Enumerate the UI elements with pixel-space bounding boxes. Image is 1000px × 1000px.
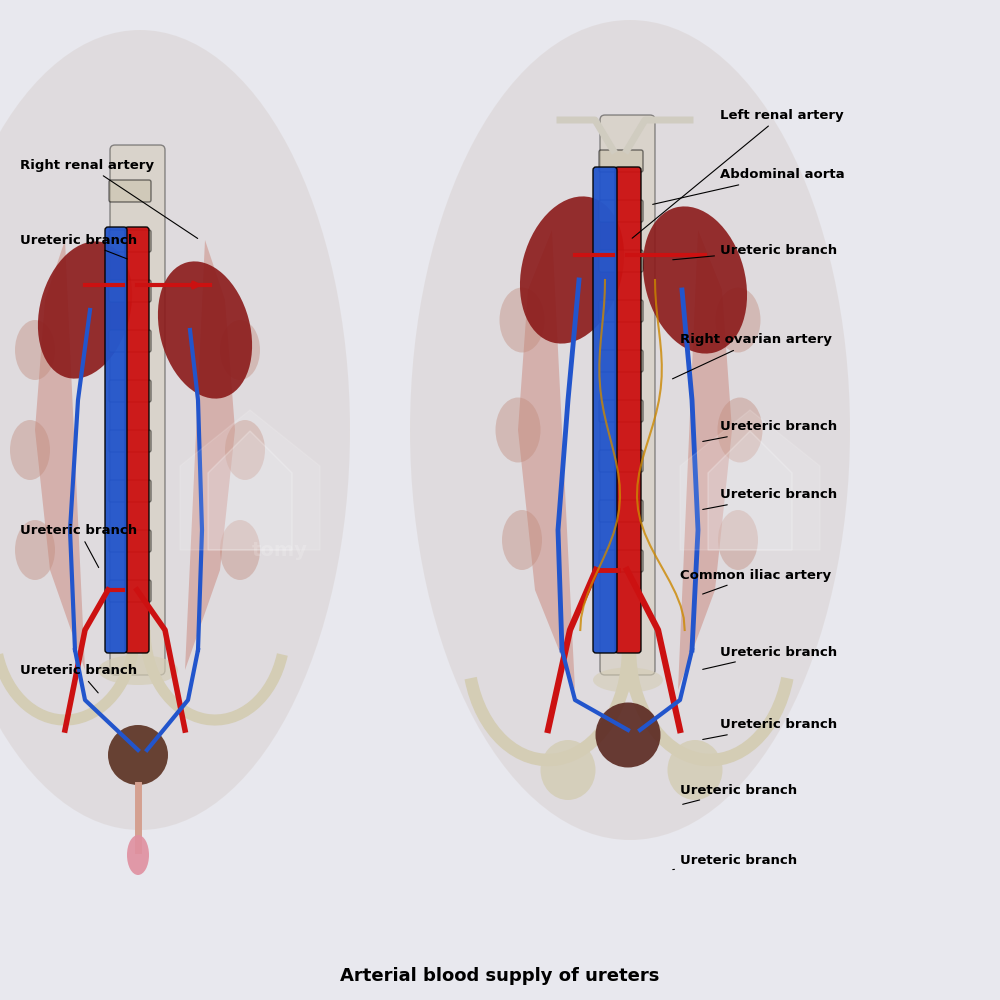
FancyBboxPatch shape	[109, 430, 151, 452]
Text: Ureteric branch: Ureteric branch	[703, 420, 837, 441]
FancyBboxPatch shape	[615, 167, 641, 653]
Ellipse shape	[108, 725, 168, 785]
Ellipse shape	[225, 420, 265, 480]
Text: Ureteric branch: Ureteric branch	[673, 854, 797, 870]
FancyBboxPatch shape	[109, 180, 151, 202]
FancyBboxPatch shape	[109, 280, 151, 302]
FancyBboxPatch shape	[599, 550, 643, 572]
Ellipse shape	[541, 740, 596, 800]
Polygon shape	[185, 240, 235, 670]
Text: Abdominal aorta: Abdominal aorta	[653, 168, 845, 204]
FancyBboxPatch shape	[109, 230, 151, 252]
FancyBboxPatch shape	[109, 530, 151, 552]
Text: Right ovarian artery: Right ovarian artery	[673, 334, 832, 379]
Ellipse shape	[15, 320, 55, 380]
Ellipse shape	[127, 835, 149, 875]
Polygon shape	[678, 230, 732, 690]
Ellipse shape	[38, 241, 132, 379]
FancyBboxPatch shape	[109, 330, 151, 352]
Text: Left renal artery: Left renal artery	[632, 108, 844, 238]
FancyBboxPatch shape	[600, 115, 655, 675]
FancyBboxPatch shape	[110, 145, 165, 675]
Ellipse shape	[502, 510, 542, 570]
Text: Ureteric branch: Ureteric branch	[703, 718, 837, 739]
Ellipse shape	[500, 288, 544, 353]
FancyBboxPatch shape	[105, 227, 127, 653]
Text: Ureteric branch: Ureteric branch	[680, 784, 797, 804]
Text: Ureteric branch: Ureteric branch	[20, 664, 137, 693]
Ellipse shape	[496, 397, 540, 462]
FancyBboxPatch shape	[599, 200, 643, 222]
Polygon shape	[35, 240, 85, 670]
FancyBboxPatch shape	[599, 500, 643, 522]
Ellipse shape	[596, 702, 660, 768]
Ellipse shape	[718, 397, 763, 462]
FancyBboxPatch shape	[599, 300, 643, 322]
Ellipse shape	[716, 288, 761, 353]
Text: Ureteric branch: Ureteric branch	[20, 524, 137, 568]
Ellipse shape	[718, 510, 758, 570]
FancyBboxPatch shape	[593, 167, 617, 653]
Text: Common iliac artery: Common iliac artery	[680, 568, 831, 594]
FancyBboxPatch shape	[599, 250, 643, 272]
Polygon shape	[518, 230, 575, 690]
Text: Ureteric branch: Ureteric branch	[703, 488, 837, 509]
FancyBboxPatch shape	[599, 400, 643, 422]
Polygon shape	[180, 410, 320, 550]
Polygon shape	[208, 431, 292, 550]
FancyBboxPatch shape	[109, 380, 151, 402]
FancyBboxPatch shape	[599, 450, 643, 472]
Ellipse shape	[520, 196, 624, 344]
Ellipse shape	[593, 668, 663, 692]
Polygon shape	[680, 410, 820, 550]
Ellipse shape	[220, 520, 260, 580]
Text: Right renal artery: Right renal artery	[20, 158, 198, 238]
Ellipse shape	[410, 20, 850, 840]
Text: Ureteric branch: Ureteric branch	[703, 646, 837, 669]
Ellipse shape	[668, 740, 723, 800]
Text: Ureteric branch: Ureteric branch	[673, 243, 837, 260]
Ellipse shape	[0, 30, 350, 830]
Text: Arterial blood supply of ureters: Arterial blood supply of ureters	[340, 967, 660, 985]
Ellipse shape	[643, 206, 747, 354]
Ellipse shape	[98, 655, 178, 685]
FancyBboxPatch shape	[125, 227, 149, 653]
Ellipse shape	[220, 320, 260, 380]
Ellipse shape	[158, 261, 252, 399]
Text: Ureteric branch: Ureteric branch	[20, 233, 137, 259]
Ellipse shape	[10, 420, 50, 480]
Polygon shape	[708, 431, 792, 550]
FancyBboxPatch shape	[109, 480, 151, 502]
FancyBboxPatch shape	[599, 150, 643, 172]
FancyBboxPatch shape	[599, 350, 643, 372]
FancyBboxPatch shape	[109, 580, 151, 602]
Text: tomy: tomy	[252, 540, 308, 560]
Ellipse shape	[15, 520, 55, 580]
